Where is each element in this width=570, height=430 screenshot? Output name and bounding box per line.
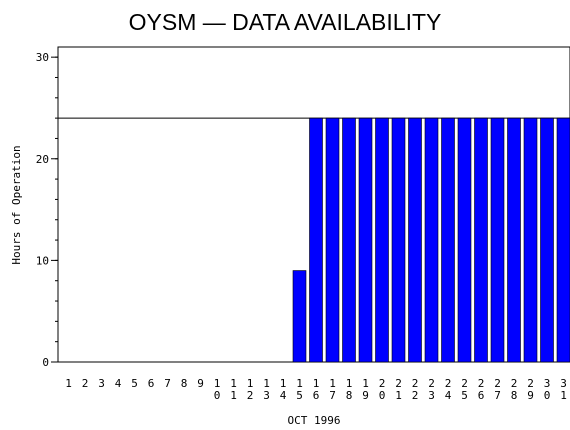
bar-21 (391, 117, 406, 363)
x-tick-label: 8 (181, 377, 188, 390)
x-axis-label: OCT 1996 (288, 414, 341, 427)
y-tick-label: 0 (42, 356, 49, 369)
x-tick-label: 7 (164, 377, 171, 390)
x-tick-label: 2 (82, 377, 89, 390)
bar-28 (507, 117, 521, 363)
x-tick-label: 3 (98, 377, 105, 390)
y-tick-label: 30 (36, 51, 49, 64)
y-tick-label: 20 (36, 153, 49, 166)
bar-24 (441, 117, 455, 363)
x-tick-label: 4 (115, 377, 122, 390)
y-tick-label: 10 (36, 254, 49, 267)
bar-30 (540, 117, 554, 363)
bar-22 (408, 117, 422, 363)
chart-title: OYSM — DATA AVAILABILITY (129, 9, 442, 35)
x-tick-label: 1 (65, 377, 72, 390)
bar-15 (292, 270, 307, 363)
bars-layer (292, 117, 570, 363)
y-axis-label: Hours of Operation (10, 145, 23, 264)
bar-26 (474, 117, 488, 363)
bar-16 (309, 117, 323, 363)
bar-17 (325, 117, 340, 363)
x-tick-label: 5 (131, 377, 138, 390)
bar-23 (424, 117, 439, 363)
x-axis: 1 2 3 4 5 6 7 8 9 1 01 11 21 31 41 51 61 71 81 92 02 12 22 32 42… (65, 377, 567, 402)
y-axis: 0 10 20 30 (36, 51, 58, 369)
bar-19 (358, 117, 373, 363)
x-tick-label: 9 (197, 377, 204, 390)
bar-18 (342, 117, 356, 363)
x-tick-label: 6 (148, 377, 155, 390)
bar-31 (556, 117, 570, 363)
bar-27 (490, 117, 505, 363)
bar-20 (375, 117, 389, 363)
bar-25 (457, 117, 472, 363)
bar-29 (523, 117, 538, 363)
